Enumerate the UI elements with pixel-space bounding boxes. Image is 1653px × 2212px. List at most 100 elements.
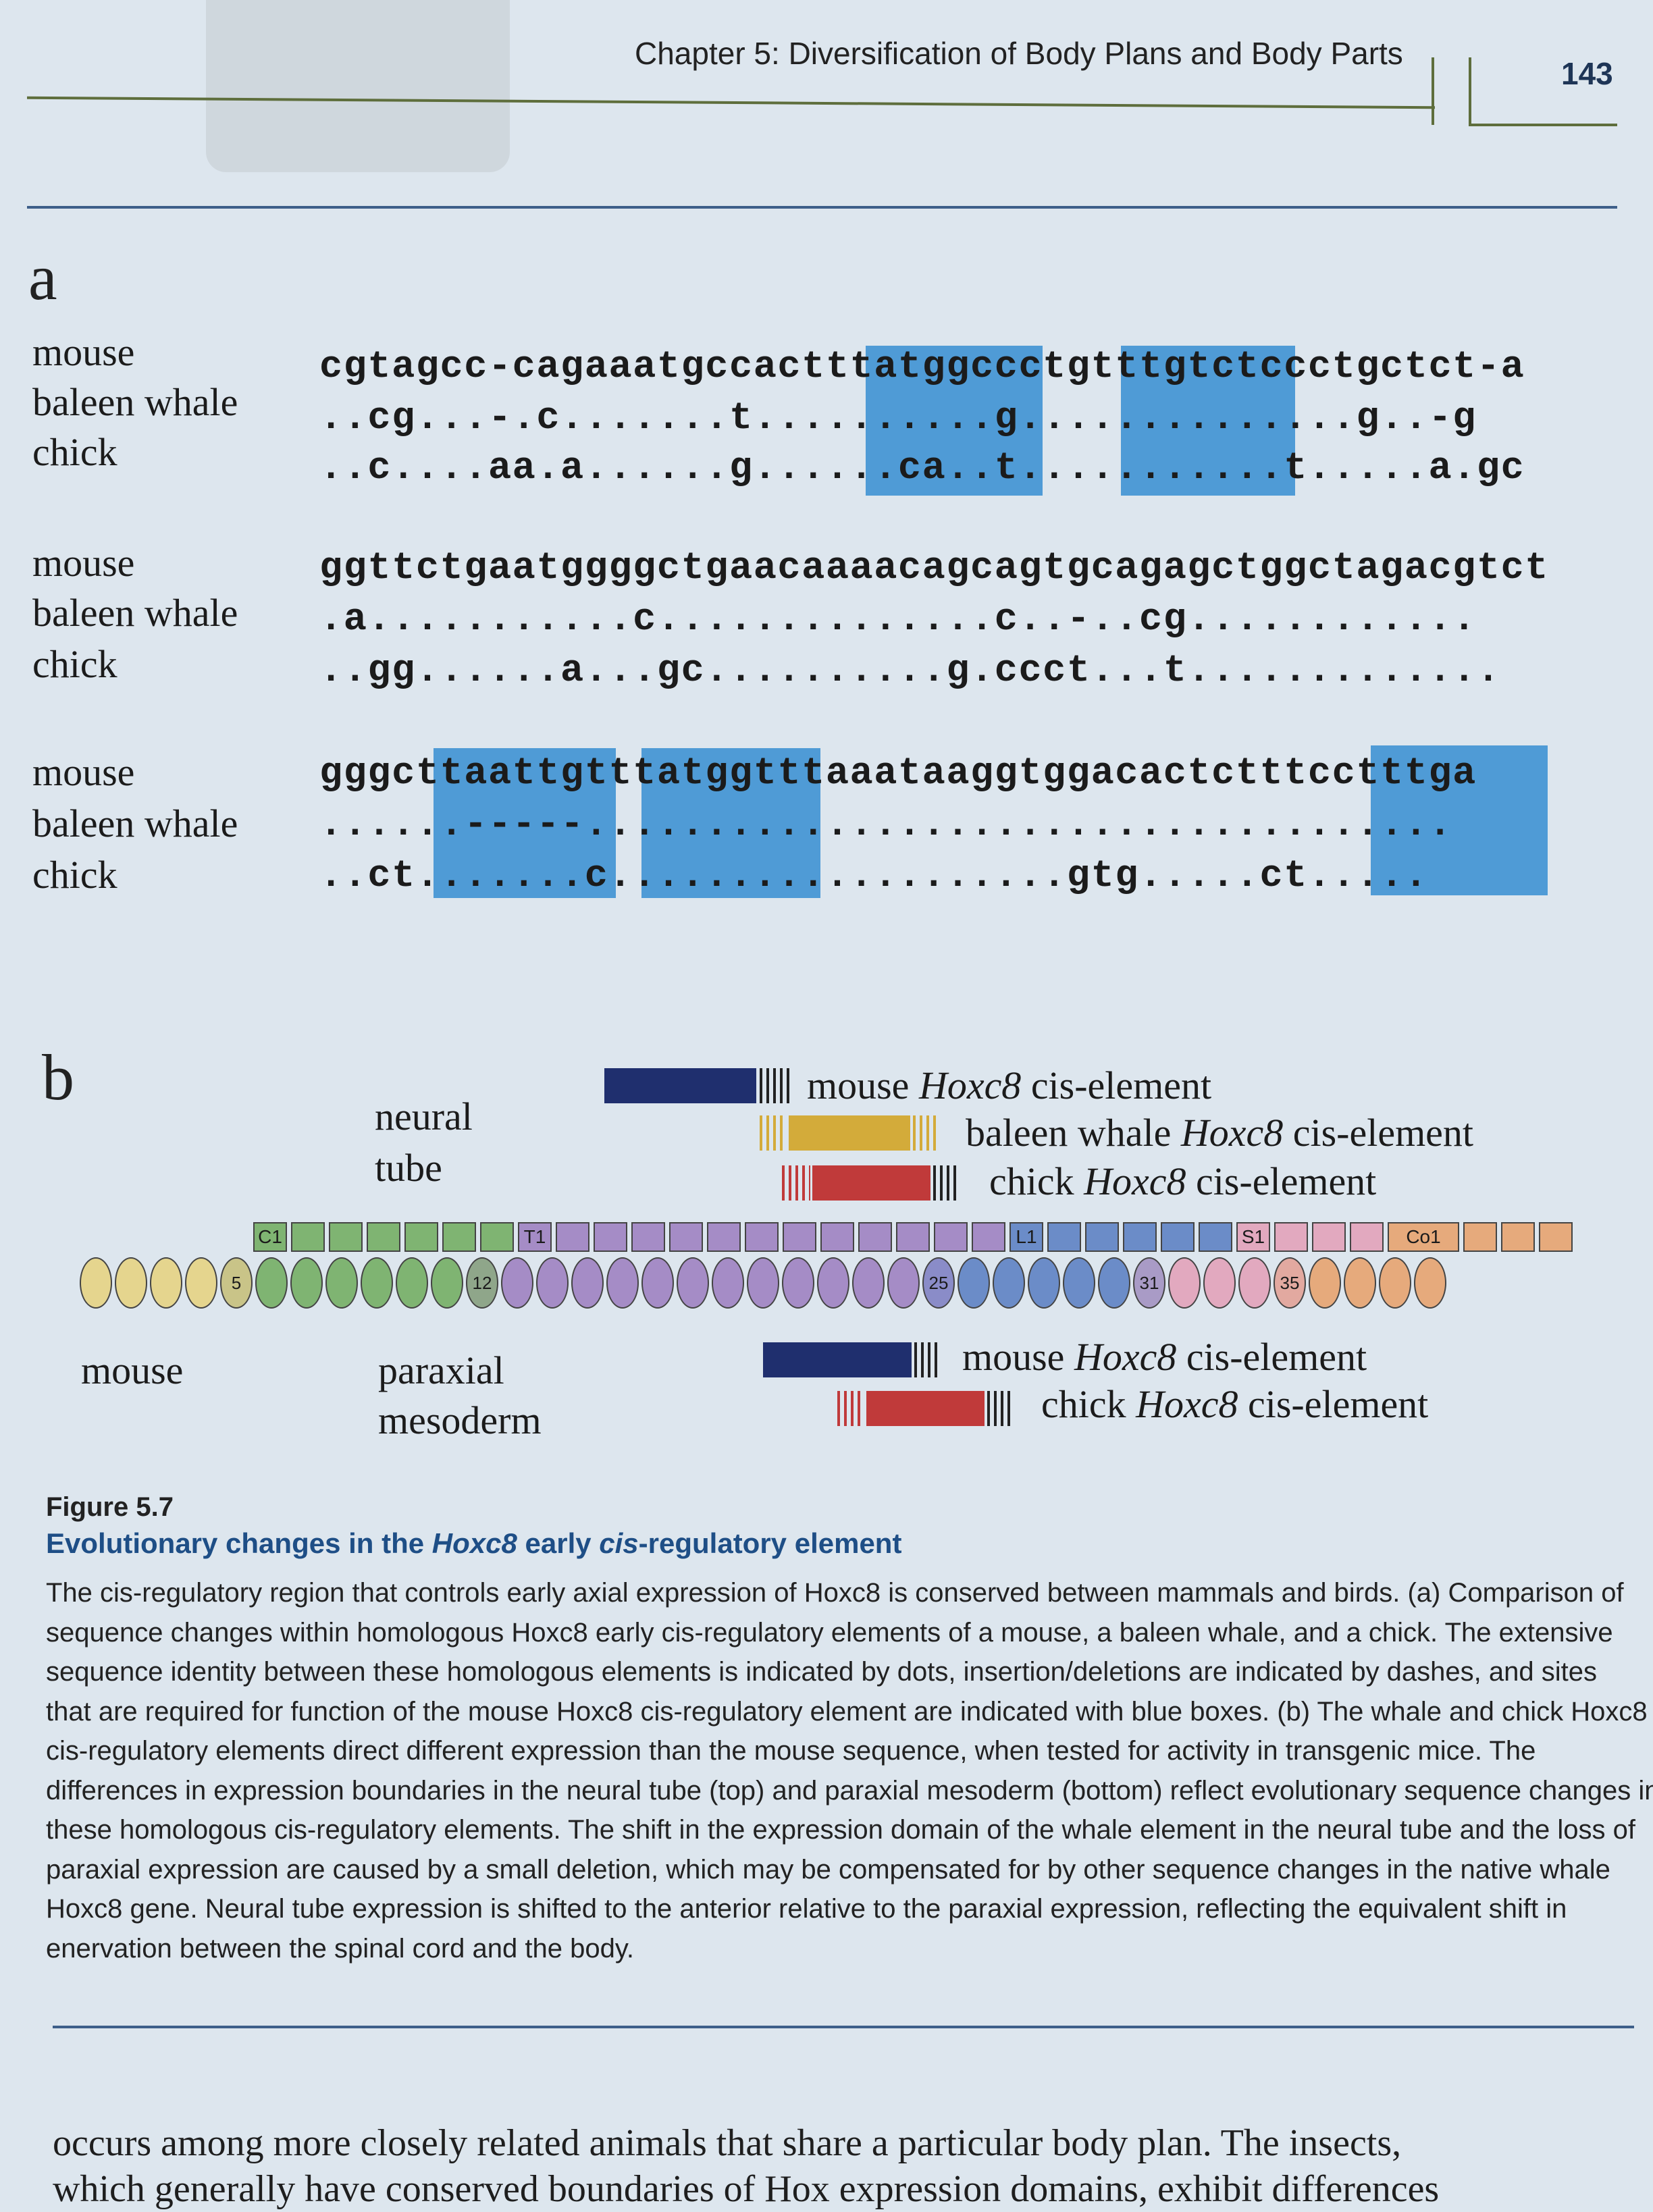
blue-box [434, 748, 616, 898]
chapter-title: Chapter 5: Diversification of Body Plans… [635, 36, 1403, 71]
sequence-row: gggcttaattgtttatggtttaaataaggtggacactctt… [319, 752, 1477, 795]
somite [1098, 1257, 1130, 1309]
whale-element-bar [789, 1115, 910, 1151]
sequence-row: ..cg...-.c.......t..........g...........… [319, 397, 1477, 440]
somite [606, 1257, 639, 1309]
somite [255, 1257, 288, 1309]
whale-element-ticks [913, 1115, 940, 1151]
figure-title: Evolutionary changes in the Hoxc8 early … [46, 1527, 902, 1559]
somite [817, 1257, 849, 1309]
legend-mouse-bottom: mouse Hoxc8 cis-element [962, 1335, 1367, 1379]
vertebra [1047, 1222, 1081, 1252]
paraxial-label: mesoderm [378, 1398, 542, 1442]
species-label: baleen whale [32, 591, 238, 635]
panel-a-letter: a [28, 241, 57, 313]
mouse-element-ticks [914, 1342, 941, 1377]
vertebra [1161, 1222, 1195, 1252]
vertebra [1539, 1222, 1573, 1252]
vertebra [367, 1222, 400, 1252]
somite [641, 1257, 674, 1309]
somite [712, 1257, 744, 1309]
somite [1028, 1257, 1060, 1309]
neural-tube-label: tube [375, 1146, 442, 1190]
somite [185, 1257, 217, 1309]
whale-element-ticks [760, 1115, 787, 1151]
vertebra-c1: C1 [253, 1222, 287, 1252]
sequence-row: ggttctgaatggggctgaacaaaacagcagtgcagagctg… [319, 547, 1549, 590]
chick-element-ticks [987, 1391, 1014, 1426]
somite [852, 1257, 885, 1309]
somite [782, 1257, 814, 1309]
vertebra [820, 1222, 854, 1252]
header-rule-divider [1432, 57, 1434, 125]
caption-line: these homologous cis-regulatory elements… [46, 1815, 1635, 1845]
vertebra [594, 1222, 627, 1252]
figure-caption: The cis-regulatory region that controls … [46, 1573, 1653, 1968]
figure-top-rule [27, 206, 1617, 209]
caption-line: Hoxc8 gene. Neural tube expression is sh… [46, 1894, 1567, 1924]
somite [431, 1257, 463, 1309]
vertebra [329, 1222, 363, 1252]
legend-chick-bottom: chick Hoxc8 cis-element [1041, 1382, 1429, 1426]
vertebra [896, 1222, 930, 1252]
somite [396, 1257, 428, 1309]
vertebra [1274, 1222, 1308, 1252]
somite [501, 1257, 533, 1309]
vertebra [556, 1222, 589, 1252]
somite [1344, 1257, 1376, 1309]
blue-box [1121, 346, 1295, 496]
somite [1168, 1257, 1201, 1309]
blue-box [866, 346, 1043, 496]
species-label: baleen whale [32, 801, 238, 845]
caption-line: cis-regulatory elements direct different… [46, 1736, 1536, 1766]
sequence-row: ..gg......a...gc..........g.ccct...t....… [319, 650, 1501, 693]
body-line: occurs among more closely related animal… [53, 2122, 1402, 2164]
chick-element-ticks [837, 1391, 864, 1426]
somite [993, 1257, 1025, 1309]
page-number: 143 [1561, 56, 1613, 91]
caption-line: sequence changes within homologous Hoxc8… [46, 1617, 1613, 1648]
caption-line: differences in expression boundaries in … [46, 1775, 1653, 1806]
sequence-row: cgtagcc-cagaaatgccactttatggccctgtttgtctc… [319, 346, 1525, 389]
neural-tube-label: neural [375, 1095, 473, 1138]
caption-line: The cis-regulatory region that controls … [46, 1578, 1624, 1608]
blue-box [641, 748, 820, 898]
somite [536, 1257, 569, 1309]
somite-12: 12 [466, 1257, 498, 1309]
legend-whale-top: baleen whale Hoxc8 cis-element [966, 1111, 1474, 1155]
vertebra [669, 1222, 703, 1252]
somite [1379, 1257, 1411, 1309]
vertebra [745, 1222, 779, 1252]
species-label: chick [32, 430, 117, 474]
vertebra [972, 1222, 1005, 1252]
somite [325, 1257, 358, 1309]
legend-chick-top: chick Hoxc8 cis-element [989, 1159, 1377, 1203]
vertebra [404, 1222, 438, 1252]
vertebra [1350, 1222, 1384, 1252]
somite [1063, 1257, 1095, 1309]
chick-element-bar [812, 1165, 930, 1201]
mouse-label: mouse [81, 1348, 184, 1392]
species-label: chick [32, 642, 117, 686]
vertebra [480, 1222, 514, 1252]
caption-line: that are required for function of the mo… [46, 1696, 1648, 1727]
species-label: mouse [32, 330, 135, 374]
caption-line: enervation between the spinal cord and t… [46, 1933, 634, 1964]
vertebra [1123, 1222, 1157, 1252]
chick-element-bar [866, 1391, 985, 1426]
vertebra [1463, 1222, 1497, 1252]
caption-line: sequence identity between these homologo… [46, 1657, 1597, 1687]
vertebra [291, 1222, 325, 1252]
somite-35: 35 [1274, 1257, 1306, 1309]
chick-element-ticks [782, 1165, 810, 1201]
somite [290, 1257, 323, 1309]
somite [1203, 1257, 1236, 1309]
page-tab-shadow [206, 0, 510, 172]
somite-25: 25 [922, 1257, 955, 1309]
body-line: which generally have conserved boundarie… [53, 2168, 1440, 2210]
somite [957, 1257, 990, 1309]
somite [80, 1257, 112, 1309]
somite [361, 1257, 393, 1309]
vertebra [783, 1222, 816, 1252]
vertebra-l1: L1 [1009, 1222, 1043, 1252]
